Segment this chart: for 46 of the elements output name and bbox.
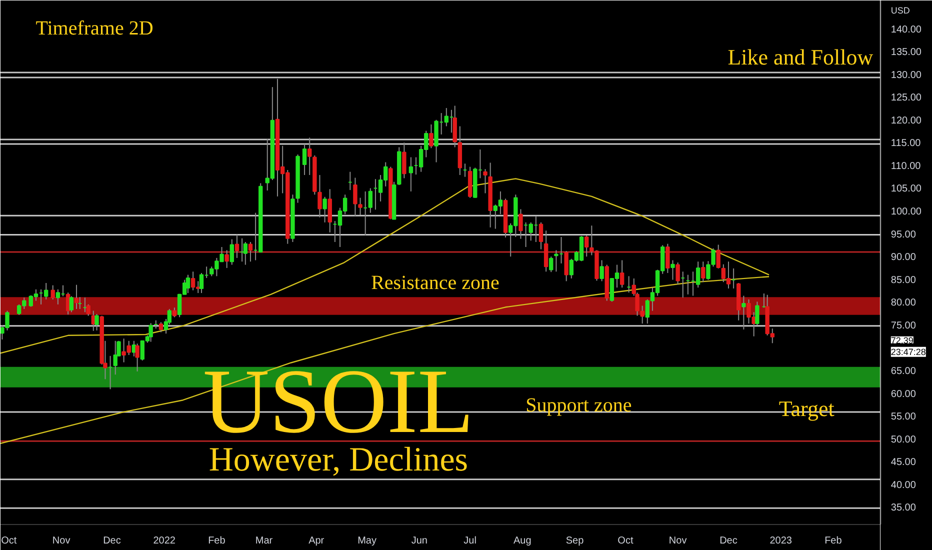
x-tick-label: Feb [208,536,226,546]
y-tick-label: 100.00 [890,206,922,218]
y-tick-label: 125.00 [890,92,922,104]
x-tick-label: 2022 [153,536,176,546]
y-tick-label: 60.00 [890,388,916,400]
x-tick-label: May [358,536,376,546]
y-tick-label: 75.00 [890,320,916,332]
band-label: Resistance zone [371,272,500,294]
y-tick-label: 80.00 [890,298,916,309]
x-tick-label: Nov [668,536,687,546]
annotation: Like and Follow [728,44,874,70]
y-tick-label: 140.00 [890,24,922,36]
text: 23:47:28 [890,346,926,357]
x-tick-label: Sep [566,536,584,546]
x-tick-label: Apr [308,536,325,546]
y-axis-title: USD [890,6,910,16]
x-tick-label: Nov [52,536,70,546]
y-tick-label: 130.00 [890,70,922,81]
x-tick-label: Jul [464,536,476,546]
x-tick-label: Aug [514,536,532,546]
y-tick-label: 65.00 [890,366,916,377]
x-tick-label: Jun [411,536,428,546]
x-tick-label: Mar [255,536,274,546]
y-tick-label: 85.00 [890,274,916,286]
band-label: Support zone [526,394,632,416]
y-tick-label: 40.00 [890,480,916,491]
y-tick-label: 120.00 [890,115,922,126]
text: However, Declines [208,442,468,479]
x-tick-label: Feb [824,536,842,546]
y-tick-label: 50.00 [890,434,916,446]
y-tick-label: 90.00 [890,252,916,264]
text: 72.39 [890,335,914,346]
annotation: Timeframe 2D [36,17,154,40]
y-tick-label: 110.00 [890,160,922,172]
x-tick-label: 2023 [770,536,792,546]
y-tick-label: 55.00 [890,412,916,423]
x-tick-label: Dec [103,536,121,546]
x-tick-label: Oct [618,536,634,546]
x-tick-label: Oct [1,536,17,546]
y-tick-label: 135.00 [890,47,922,58]
y-tick-label: 45.00 [890,457,916,468]
x-tick-label: Dec [720,536,738,546]
y-tick-label: 105.00 [890,184,922,195]
y-tick-label: 115.00 [890,138,922,150]
y-tick-label: 95.00 [890,229,916,240]
y-tick-label: 35.00 [890,502,916,514]
